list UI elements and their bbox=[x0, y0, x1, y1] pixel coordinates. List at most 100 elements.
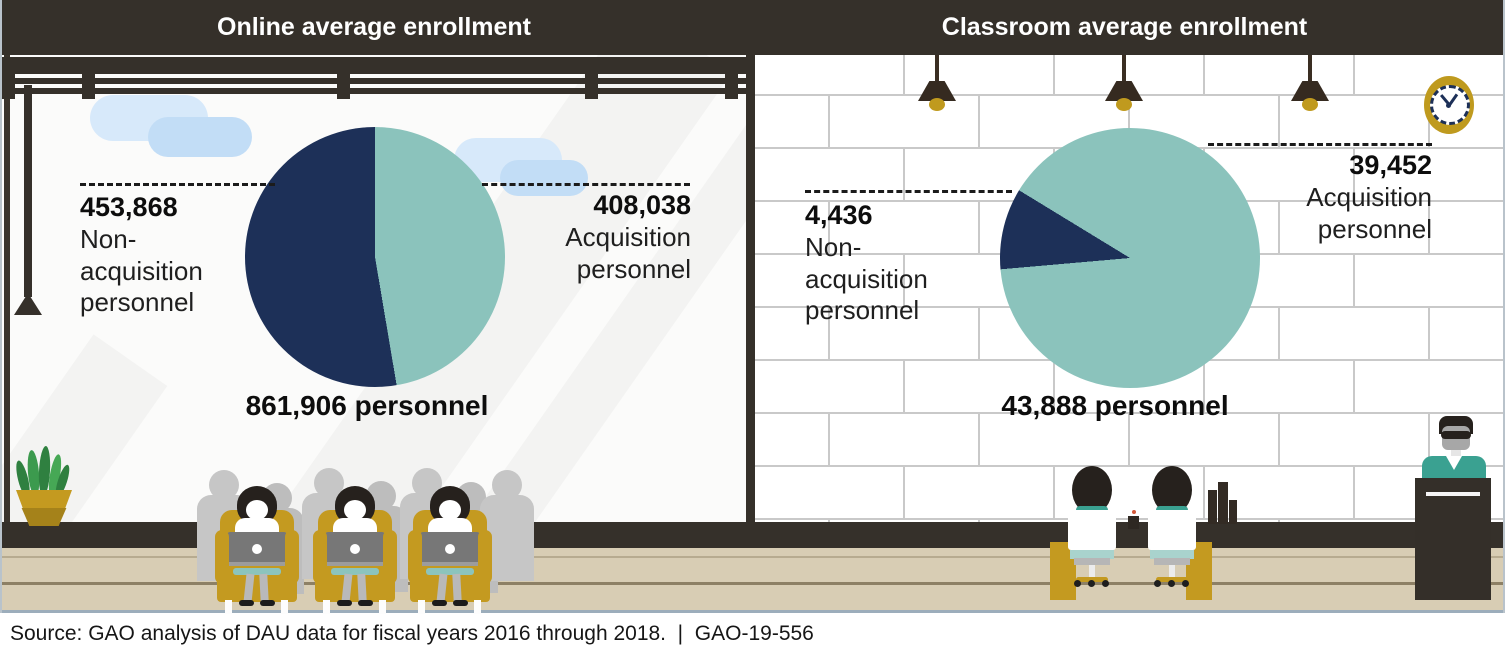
pie-chart-online bbox=[245, 127, 505, 387]
student-shirt bbox=[1068, 510, 1116, 550]
brick bbox=[755, 255, 905, 308]
brick bbox=[830, 202, 980, 255]
office-chair-base bbox=[1156, 577, 1188, 582]
office-chair bbox=[1154, 558, 1190, 565]
learner-leg bbox=[357, 573, 367, 603]
pendant-lamp-icon bbox=[1287, 55, 1333, 115]
brick bbox=[755, 96, 830, 149]
online-learner-figure bbox=[215, 486, 299, 618]
floor-line bbox=[2, 556, 1503, 558]
office-chair bbox=[1070, 550, 1114, 559]
armchair-armrest bbox=[313, 530, 327, 584]
cup-steam bbox=[1132, 510, 1136, 514]
brick bbox=[830, 414, 980, 467]
podium bbox=[1415, 478, 1491, 600]
chair-wheel bbox=[1182, 580, 1189, 587]
callout-value: 4,436 bbox=[805, 200, 873, 230]
clock-center bbox=[1446, 103, 1451, 108]
blind-bracket bbox=[337, 57, 350, 99]
books-icon bbox=[1218, 482, 1228, 524]
armchair-foot bbox=[225, 600, 232, 614]
brick bbox=[755, 149, 905, 202]
brick bbox=[1280, 414, 1430, 467]
brick bbox=[755, 414, 830, 467]
classroom-panel: 4,436 Non- acquisition personnel 39,452 … bbox=[755, 55, 1503, 522]
plant-icon bbox=[12, 445, 76, 530]
armchair-foot bbox=[474, 600, 481, 614]
learner-shoe bbox=[337, 600, 352, 606]
brick bbox=[1280, 202, 1430, 255]
armchair-foot bbox=[281, 600, 288, 614]
source-note: Source: GAO analysis of DAU data for fis… bbox=[10, 622, 814, 645]
laptop-icon bbox=[325, 532, 385, 566]
lamp-stem bbox=[935, 55, 939, 83]
callout-value: 453,868 bbox=[80, 192, 178, 222]
armchair-foot bbox=[418, 600, 425, 614]
window-blinds bbox=[2, 57, 746, 68]
office-chair bbox=[1074, 558, 1110, 565]
student-figure bbox=[1040, 458, 1144, 588]
lamp-bulb bbox=[1116, 98, 1132, 111]
laptop-icon bbox=[227, 532, 287, 566]
glasses-icon bbox=[1441, 431, 1471, 439]
learner-shoe bbox=[453, 600, 468, 606]
learner-leg bbox=[452, 573, 462, 603]
lamp-shade bbox=[918, 81, 956, 101]
learner-skirt bbox=[426, 568, 474, 575]
chair-wheel bbox=[1168, 580, 1175, 587]
podium-paper bbox=[1426, 492, 1480, 496]
brick bbox=[755, 55, 905, 96]
pie-chart-classroom bbox=[1000, 128, 1260, 388]
callout-online-acquisition: 408,038 Acquisition personnel bbox=[471, 190, 691, 285]
brick bbox=[1205, 361, 1355, 414]
teacher-shirt bbox=[1451, 450, 1461, 460]
brick bbox=[1355, 361, 1503, 414]
leader-line bbox=[805, 190, 1012, 193]
brick-row bbox=[755, 414, 1503, 467]
lamp-shade bbox=[1291, 81, 1329, 101]
brick bbox=[755, 361, 905, 414]
armchair-foot bbox=[379, 600, 386, 614]
classroom-total-label: 43,888 personnel bbox=[1001, 390, 1229, 421]
learner-shoe bbox=[432, 600, 447, 606]
brick bbox=[755, 467, 905, 520]
cloud-icon bbox=[148, 117, 252, 157]
window-blinds bbox=[2, 68, 746, 74]
brick bbox=[1280, 308, 1430, 361]
callout-online-nonacquisition: 453,868 Non- acquisition personnel bbox=[80, 192, 203, 318]
office-chair-base bbox=[1076, 577, 1108, 582]
armchair-seat bbox=[217, 578, 297, 602]
learner-skirt bbox=[233, 568, 281, 575]
brick bbox=[1355, 149, 1503, 202]
blind-bracket bbox=[585, 57, 598, 99]
brick bbox=[1355, 255, 1503, 308]
callout-value: 408,038 bbox=[593, 190, 691, 220]
teacher-lapel bbox=[1446, 456, 1462, 470]
laptop-icon bbox=[420, 532, 480, 566]
brick bbox=[1130, 520, 1280, 522]
leader-line bbox=[80, 183, 275, 186]
learner-face bbox=[344, 500, 366, 520]
pendant-lamp-icon bbox=[914, 55, 960, 115]
student-figure bbox=[1120, 458, 1224, 588]
armchair-armrest bbox=[285, 530, 299, 584]
learner-shoe bbox=[260, 600, 275, 606]
scene: Online average enrollment Classroom aver… bbox=[0, 0, 1505, 614]
plant-pot-shadow bbox=[21, 508, 67, 526]
blind-wand-tip bbox=[14, 293, 42, 315]
cup-icon bbox=[1128, 516, 1139, 529]
learner-face bbox=[246, 500, 268, 520]
brick bbox=[905, 467, 1055, 520]
lamp-shade bbox=[1105, 81, 1143, 101]
brick bbox=[755, 520, 830, 522]
online-learner-figure bbox=[408, 486, 492, 618]
cloud-icon bbox=[500, 160, 588, 196]
callout-value: 39,452 bbox=[1349, 150, 1432, 180]
leader-line bbox=[482, 183, 690, 186]
brick bbox=[830, 96, 980, 149]
panel-title-classroom: Classroom average enrollment bbox=[941, 13, 1308, 41]
armchair-armrest bbox=[215, 530, 229, 584]
learner-shoe bbox=[358, 600, 373, 606]
window-blinds bbox=[2, 88, 746, 94]
chair-wheel bbox=[1074, 580, 1081, 587]
